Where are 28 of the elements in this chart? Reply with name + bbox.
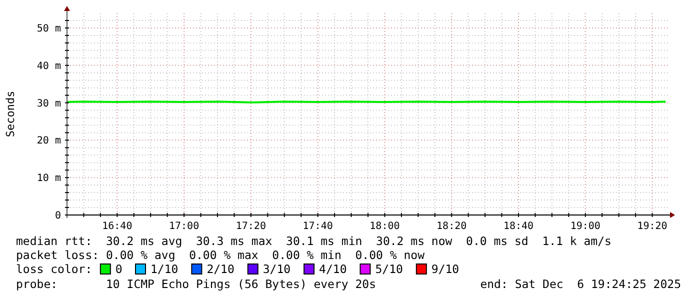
text: probe: 10 ICMP Echo Pings (56 Bytes) every 20s <box>16 277 376 291</box>
y-tick-label: 10 m <box>36 173 61 184</box>
x-tick-label: 17:00 <box>168 221 200 232</box>
x-tick-label: 17:20 <box>236 221 266 232</box>
y-tick-label: 0 <box>54 210 61 222</box>
legend-title: loss color: <box>16 262 92 276</box>
y-axis-title: Seconds <box>4 90 17 138</box>
text: median rtt: 30.2 ms avg 30.3 ms max 30.1 ms min 30.2 ms now 0.0 ms sd 1.1 k am/s <box>16 234 612 248</box>
legend-label: 5/10 <box>375 262 403 276</box>
y-tick-label: 30 m <box>36 98 61 110</box>
legend-label: 9/10 <box>431 262 460 276</box>
x-tick-label: 17:40 <box>302 221 333 232</box>
x-tick-label: 18:40 <box>503 221 534 232</box>
x-tick-label: 16:40 <box>102 221 132 232</box>
legend-label: 0 <box>115 262 122 276</box>
y-tick-label: 20 m <box>36 136 61 147</box>
legend-label: 4/10 <box>319 262 347 276</box>
x-tick-label: 19:20 <box>637 221 668 232</box>
x-tick-label: 19:00 <box>570 221 600 232</box>
y-tick-label: 50 m <box>36 23 61 34</box>
y-tick-label: 40 m <box>36 60 61 72</box>
legend-label: 1/10 <box>150 262 178 276</box>
text: end: Sat Dec 6 19:24:25 2025 <box>480 277 681 291</box>
legend-label: 2/10 <box>206 262 234 276</box>
text: packet loss: 0.00 % avg 0.00 % max 0.00 % min 0.00 % now <box>16 248 425 262</box>
x-tick-label: 18:20 <box>436 221 467 232</box>
legend-label: 3/10 <box>262 262 291 276</box>
x-tick-label: 18:00 <box>370 221 400 232</box>
